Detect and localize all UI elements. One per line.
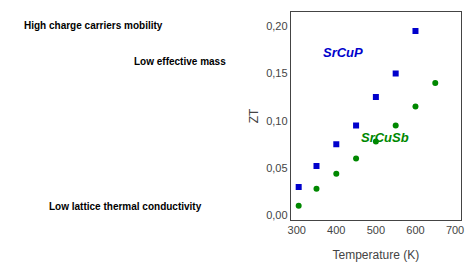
- svg-text:0,10: 0,10: [266, 115, 287, 127]
- svg-text:0,20: 0,20: [266, 20, 287, 32]
- svg-text:600: 600: [406, 224, 424, 236]
- svg-text:Low effective mass: Low effective mass: [134, 56, 226, 67]
- svg-text:0,00: 0,00: [266, 209, 287, 221]
- svg-text:400: 400: [327, 224, 345, 236]
- svg-text:Low lattice thermal conductivi: Low lattice thermal conductivity: [49, 201, 202, 212]
- svg-text:0,15: 0,15: [266, 67, 287, 79]
- svg-text:500: 500: [367, 224, 385, 236]
- svg-text:0,05: 0,05: [266, 162, 287, 174]
- svg-text:300: 300: [288, 224, 306, 236]
- svg-text:High charge carriers mobility: High charge carriers mobility: [24, 20, 163, 31]
- svg-text:SrCuSb: SrCuSb: [361, 130, 409, 145]
- svg-text:SrCuP: SrCuP: [323, 45, 363, 60]
- svg-text:Temperature (K): Temperature (K): [333, 248, 420, 262]
- svg-text:700: 700: [446, 224, 464, 236]
- svg-text:ZT: ZT: [247, 108, 261, 123]
